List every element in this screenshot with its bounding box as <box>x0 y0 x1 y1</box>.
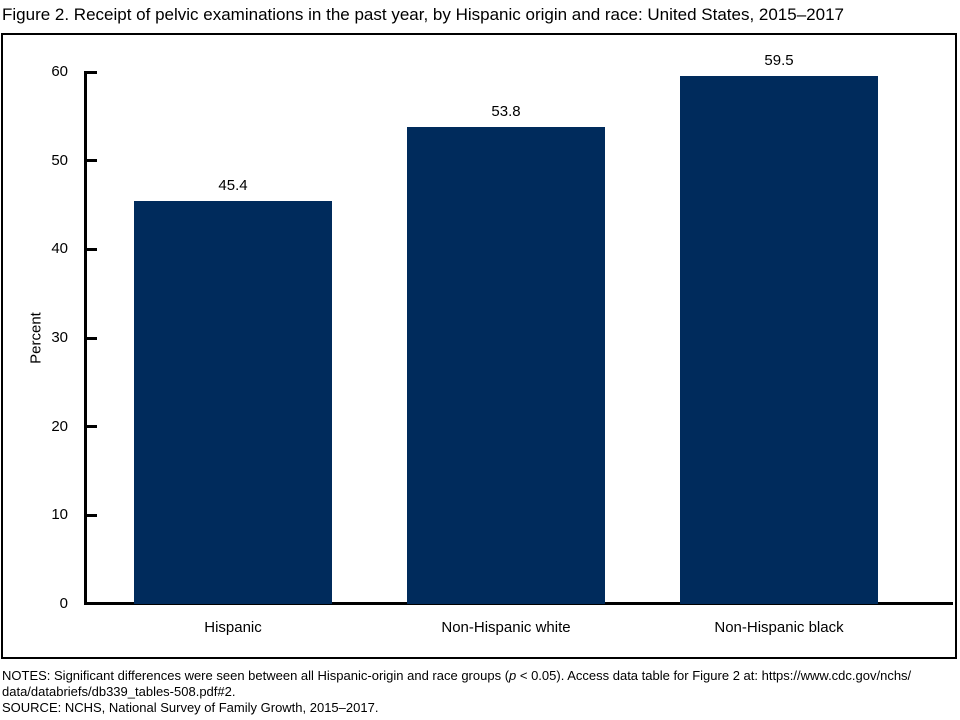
notes-text-cont: < 0.05). Access data table for Figure 2 … <box>516 668 912 683</box>
notes-p-italic: p <box>509 668 517 683</box>
notes-line-2: data/databriefs/db339_tables-508.pdf#2. <box>2 684 236 699</box>
figure-title: Figure 2. Receipt of pelvic examinations… <box>2 5 844 24</box>
notes-text: NOTES: Significant differences were seen… <box>2 668 510 683</box>
figure-notes: NOTES: Significant differences were seen… <box>2 668 956 716</box>
chart-frame <box>1 33 957 659</box>
source-line: SOURCE: NCHS, National Survey of Family … <box>2 700 379 715</box>
notes-line-1: NOTES: Significant differences were seen… <box>2 668 956 684</box>
